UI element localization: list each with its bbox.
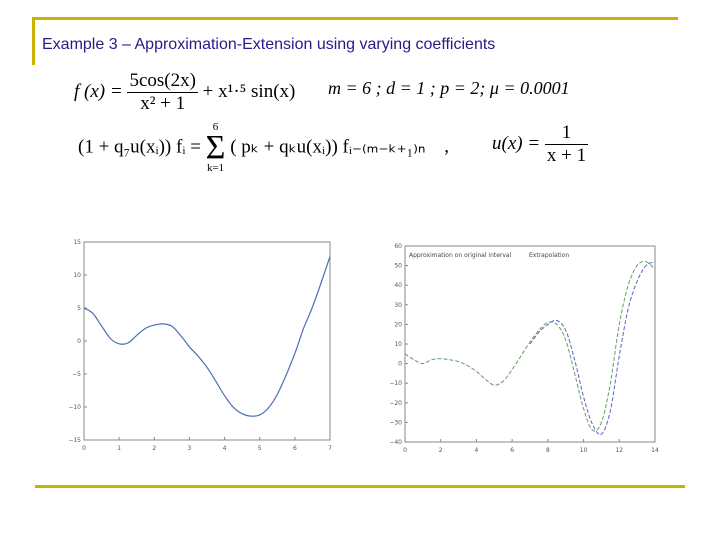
fx-lhs: f (x) =	[74, 80, 123, 102]
y-tick-label: 30	[394, 302, 402, 309]
y-tick-label: −30	[389, 419, 402, 426]
y-tick-label: −10	[68, 404, 81, 411]
x-tick-label: 10	[580, 447, 588, 454]
ux-lhs: u(x) =	[492, 132, 541, 154]
y-tick-label: 40	[394, 282, 402, 289]
x-tick-label: 1	[117, 445, 121, 452]
x-tick-label: 5	[258, 445, 262, 452]
sigma-lower-limit: k=1	[206, 162, 225, 174]
extrapolation-plot: 0 2 4 6 8 10 12 14 60 50 40 30 20 10 0 −10 −20 −30 −40 Appr…	[389, 243, 659, 454]
fx-fraction: 5cos(2x) x² + 1	[127, 70, 198, 115]
function-definition: f (x) = 5cos(2x) x² + 1 + x¹·⁵ sin(x)	[74, 70, 295, 115]
y-tick-label: −5	[72, 371, 81, 378]
ux-numerator: 1	[544, 122, 589, 145]
sigma-upper-limit: 6	[212, 121, 219, 133]
series-line-1	[83, 256, 331, 417]
y-tick-label: 10	[394, 341, 402, 348]
y-tick-label: 50	[394, 263, 402, 270]
y-tick-label: 15	[73, 239, 81, 246]
x-tick-label: 6	[293, 445, 297, 452]
fx-denominator: x² + 1	[140, 93, 186, 114]
scheme-lhs: (1 + q₇u(xᵢ)) fᵢ =	[78, 136, 201, 158]
y-tick-label: 5	[77, 305, 81, 312]
x-tick-label: 3	[188, 445, 192, 452]
x-tick-label: 6	[510, 447, 514, 454]
bottom-accent-rule	[35, 485, 685, 488]
y-tick-label: −15	[68, 437, 81, 444]
left-accent-rule	[32, 17, 35, 65]
series-line-2	[529, 261, 656, 436]
y-tick-label: 60	[394, 243, 402, 250]
ux-denominator: x + 1	[546, 145, 587, 166]
ux-fraction: 1 x + 1	[544, 122, 589, 167]
sigma-symbol: 6 Σ k=1	[205, 121, 226, 174]
x-tick-label: 0	[403, 447, 407, 454]
x-tick-label: 4	[475, 447, 479, 454]
x-tick-label: 7	[328, 445, 332, 452]
parameters: m = 6 ; d = 1 ; p = 2; μ = 0.0001	[328, 78, 570, 98]
recurrence-scheme: (1 + q₇u(xᵢ)) fᵢ = 6 Σ k=1 ( pₖ + qₖu(xᵢ…	[78, 122, 449, 174]
x-tick-label: 0	[82, 445, 86, 452]
slide-title: Example 3 – Approximation-Extension usin…	[42, 36, 496, 53]
x-tick-label: 14	[651, 447, 659, 454]
x-tick-label: 4	[223, 445, 227, 452]
y-tick-label: −20	[389, 400, 402, 407]
scheme-rhs: ( pₖ + qₖu(xᵢ)) fᵢ₋₍ₘ₋ₖ₊₁₎ₙ	[230, 136, 426, 158]
y-tick-label: −40	[389, 439, 402, 446]
series-line-1	[404, 260, 656, 432]
x-tick-label: 8	[546, 447, 550, 454]
fx-tail: + x¹·⁵ sin(x)	[202, 80, 296, 102]
y-tick-label: 0	[398, 361, 402, 368]
scheme-comma: ,	[444, 136, 449, 158]
x-tick-label: 2	[439, 447, 443, 454]
top-accent-rule	[32, 17, 678, 20]
y-tick-label: 0	[77, 338, 81, 345]
x-tick-label: 12	[615, 447, 623, 454]
chart-annotation: Approximation on original interval	[409, 252, 512, 259]
fx-numerator: 5cos(2x)	[127, 70, 198, 93]
y-tick-label: 20	[394, 321, 402, 328]
y-tick-label: −10	[389, 380, 402, 387]
plot-frame	[83, 241, 331, 441]
chart-annotation: Extrapolation	[529, 252, 569, 259]
y-tick-label: 10	[73, 272, 81, 279]
x-tick-label: 2	[152, 445, 156, 452]
u-definition: u(x) = 1 x + 1	[492, 122, 589, 167]
function-plot: 0 1 2 3 4 5 6 7 15 10 5 0 −5 −10 −15	[68, 239, 332, 452]
